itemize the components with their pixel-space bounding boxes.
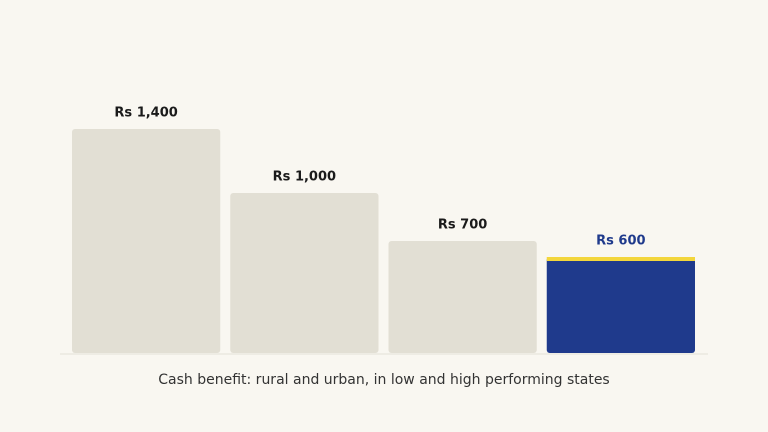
value-label: Rs 700 [438, 218, 487, 233]
bar [72, 129, 221, 353]
bar-accent [546, 257, 695, 261]
value-label: Rs 600 [596, 234, 645, 249]
bar [230, 193, 379, 353]
bar [388, 241, 537, 353]
value-label: Rs 1,400 [114, 106, 177, 121]
value-label: Rs 1,000 [273, 170, 336, 185]
bar [546, 257, 695, 353]
x-axis-label: Cash benefit: rural and urban, in low an… [158, 372, 609, 388]
